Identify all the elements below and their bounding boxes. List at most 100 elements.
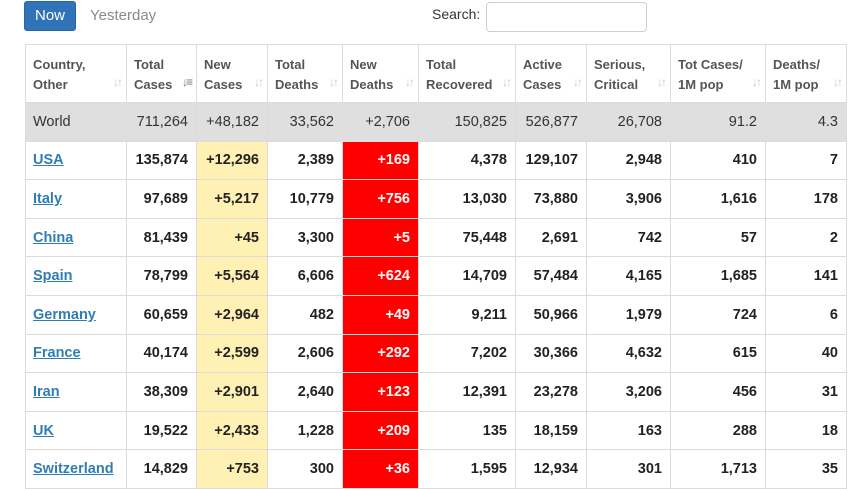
table-row: Italy 97,689 +5,217 10,779 +756 13,030 73,880 3… — [26, 180, 847, 219]
new-deaths-cell: +2,706 — [343, 103, 419, 142]
total-deaths-cell: 300 — [268, 450, 343, 489]
country-cell: Switzerland — [26, 450, 127, 489]
total-recovered-cell: 9,211 — [419, 295, 516, 334]
deaths-1m-cell: 18 — [766, 411, 847, 450]
serious-critical-cell: 1,979 — [587, 295, 671, 334]
total-cases-cell: 60,659 — [127, 295, 197, 334]
total-recovered-cell: 150,825 — [419, 103, 516, 142]
col-header-serious-critical[interactable]: Serious, Critical ↓↑ — [587, 45, 671, 103]
country-link[interactable]: USA — [33, 152, 64, 168]
country-link[interactable]: UK — [33, 423, 54, 439]
country-link[interactable]: Germany — [33, 307, 96, 323]
deaths-1m-cell: 141 — [766, 257, 847, 296]
country-cell: USA — [26, 141, 127, 180]
col-header-deaths-1m[interactable]: Deaths/1M pop ↓↑ — [766, 45, 847, 103]
col-header-tot-cases-1m[interactable]: Tot Cases/1M pop ↓↑ — [671, 45, 766, 103]
new-cases-cell: +2,964 — [197, 295, 268, 334]
serious-critical-cell: 742 — [587, 218, 671, 257]
col-header-total-recovered[interactable]: Total Recovered ↓↑ — [419, 45, 516, 103]
deaths-1m-cell: 31 — [766, 373, 847, 412]
search-input[interactable] — [486, 2, 647, 32]
new-cases-cell: +5,564 — [197, 257, 268, 296]
new-cases-cell: +12,296 — [197, 141, 268, 180]
total-cases-cell: 711,264 — [127, 103, 197, 142]
total-deaths-cell: 1,228 — [268, 411, 343, 450]
active-cases-cell: 50,966 — [516, 295, 587, 334]
active-cases-cell: 18,159 — [516, 411, 587, 450]
total-deaths-cell: 2,640 — [268, 373, 343, 412]
deaths-1m-cell: 40 — [766, 334, 847, 373]
serious-critical-cell: 3,206 — [587, 373, 671, 412]
tab-yesterday[interactable]: Yesterday — [90, 1, 156, 31]
new-cases-cell: +48,182 — [197, 103, 268, 142]
country-cell: Spain — [26, 257, 127, 296]
serious-critical-cell: 163 — [587, 411, 671, 450]
table-row: Spain 78,799 +5,564 6,606 +624 14,709 57,484 4,… — [26, 257, 847, 296]
col-header-total-cases[interactable]: Total Cases ↓≡ — [127, 45, 197, 103]
country-link[interactable]: Iran — [33, 384, 60, 400]
tot-cases-1m-cell: 615 — [671, 334, 766, 373]
total-recovered-cell: 12,391 — [419, 373, 516, 412]
new-deaths-cell: +49 — [343, 295, 419, 334]
active-cases-cell: 30,366 — [516, 334, 587, 373]
total-recovered-cell: 13,030 — [419, 180, 516, 219]
sort-desc-icon[interactable]: ↓≡ — [182, 72, 191, 92]
sort-icon[interactable]: ↓↑ — [502, 72, 510, 92]
country-link[interactable]: France — [33, 345, 81, 361]
tot-cases-1m-cell: 410 — [671, 141, 766, 180]
deaths-1m-cell: 7 — [766, 141, 847, 180]
country-link[interactable]: Italy — [33, 191, 62, 207]
deaths-1m-cell: 6 — [766, 295, 847, 334]
sort-icon[interactable]: ↓↑ — [113, 72, 121, 92]
country-link[interactable]: China — [33, 230, 73, 246]
deaths-1m-cell: 4.3 — [766, 103, 847, 142]
total-deaths-cell: 2,606 — [268, 334, 343, 373]
new-deaths-cell: +169 — [343, 141, 419, 180]
country-link[interactable]: Switzerland — [33, 461, 114, 477]
total-deaths-cell: 3,300 — [268, 218, 343, 257]
country-cell: UK — [26, 411, 127, 450]
sort-icon[interactable]: ↓↑ — [329, 72, 337, 92]
deaths-1m-cell: 2 — [766, 218, 847, 257]
col-header-total-deaths[interactable]: Total Deaths ↓↑ — [268, 45, 343, 103]
new-cases-cell: +2,599 — [197, 334, 268, 373]
country-cell: China — [26, 218, 127, 257]
col-header-country[interactable]: Country, Other ↓↑ — [26, 45, 127, 103]
active-cases-cell: 526,877 — [516, 103, 587, 142]
deaths-1m-cell: 178 — [766, 180, 847, 219]
new-cases-cell: +5,217 — [197, 180, 268, 219]
country-link[interactable]: Spain — [33, 268, 72, 284]
total-cases-cell: 78,799 — [127, 257, 197, 296]
tot-cases-1m-cell: 1,616 — [671, 180, 766, 219]
sort-icon[interactable]: ↓↑ — [405, 72, 413, 92]
col-header-new-cases[interactable]: New Cases ↓↑ — [197, 45, 268, 103]
total-cases-cell: 135,874 — [127, 141, 197, 180]
total-cases-cell: 40,174 — [127, 334, 197, 373]
new-deaths-cell: +36 — [343, 450, 419, 489]
total-recovered-cell: 135 — [419, 411, 516, 450]
sort-icon[interactable]: ↓↑ — [657, 72, 665, 92]
country-cell: Italy — [26, 180, 127, 219]
sort-icon[interactable]: ↓↑ — [254, 72, 262, 92]
sort-icon[interactable]: ↓↑ — [833, 72, 841, 92]
table-row: Switzerland 14,829 +753 300 +36 1,595 12,934 30… — [26, 450, 847, 489]
total-deaths-cell: 2,389 — [268, 141, 343, 180]
total-deaths-cell: 10,779 — [268, 180, 343, 219]
tot-cases-1m-cell: 1,713 — [671, 450, 766, 489]
new-deaths-cell: +292 — [343, 334, 419, 373]
total-deaths-cell: 33,562 — [268, 103, 343, 142]
serious-critical-cell: 26,708 — [587, 103, 671, 142]
new-cases-cell: +45 — [197, 218, 268, 257]
total-recovered-cell: 7,202 — [419, 334, 516, 373]
total-cases-cell: 81,439 — [127, 218, 197, 257]
tab-now[interactable]: Now — [24, 1, 76, 31]
toolbar: Now Yesterday Search: — [0, 0, 850, 44]
sort-icon[interactable]: ↓↑ — [752, 72, 760, 92]
col-header-active-cases[interactable]: Active Cases ↓↑ — [516, 45, 587, 103]
total-recovered-cell: 1,595 — [419, 450, 516, 489]
table-row: China 81,439 +45 3,300 +5 75,448 2,691 742 57 2 — [26, 218, 847, 257]
col-header-new-deaths[interactable]: New Deaths ↓↑ — [343, 45, 419, 103]
sort-icon[interactable]: ↓↑ — [573, 72, 581, 92]
deaths-1m-cell: 35 — [766, 450, 847, 489]
serious-critical-cell: 4,632 — [587, 334, 671, 373]
